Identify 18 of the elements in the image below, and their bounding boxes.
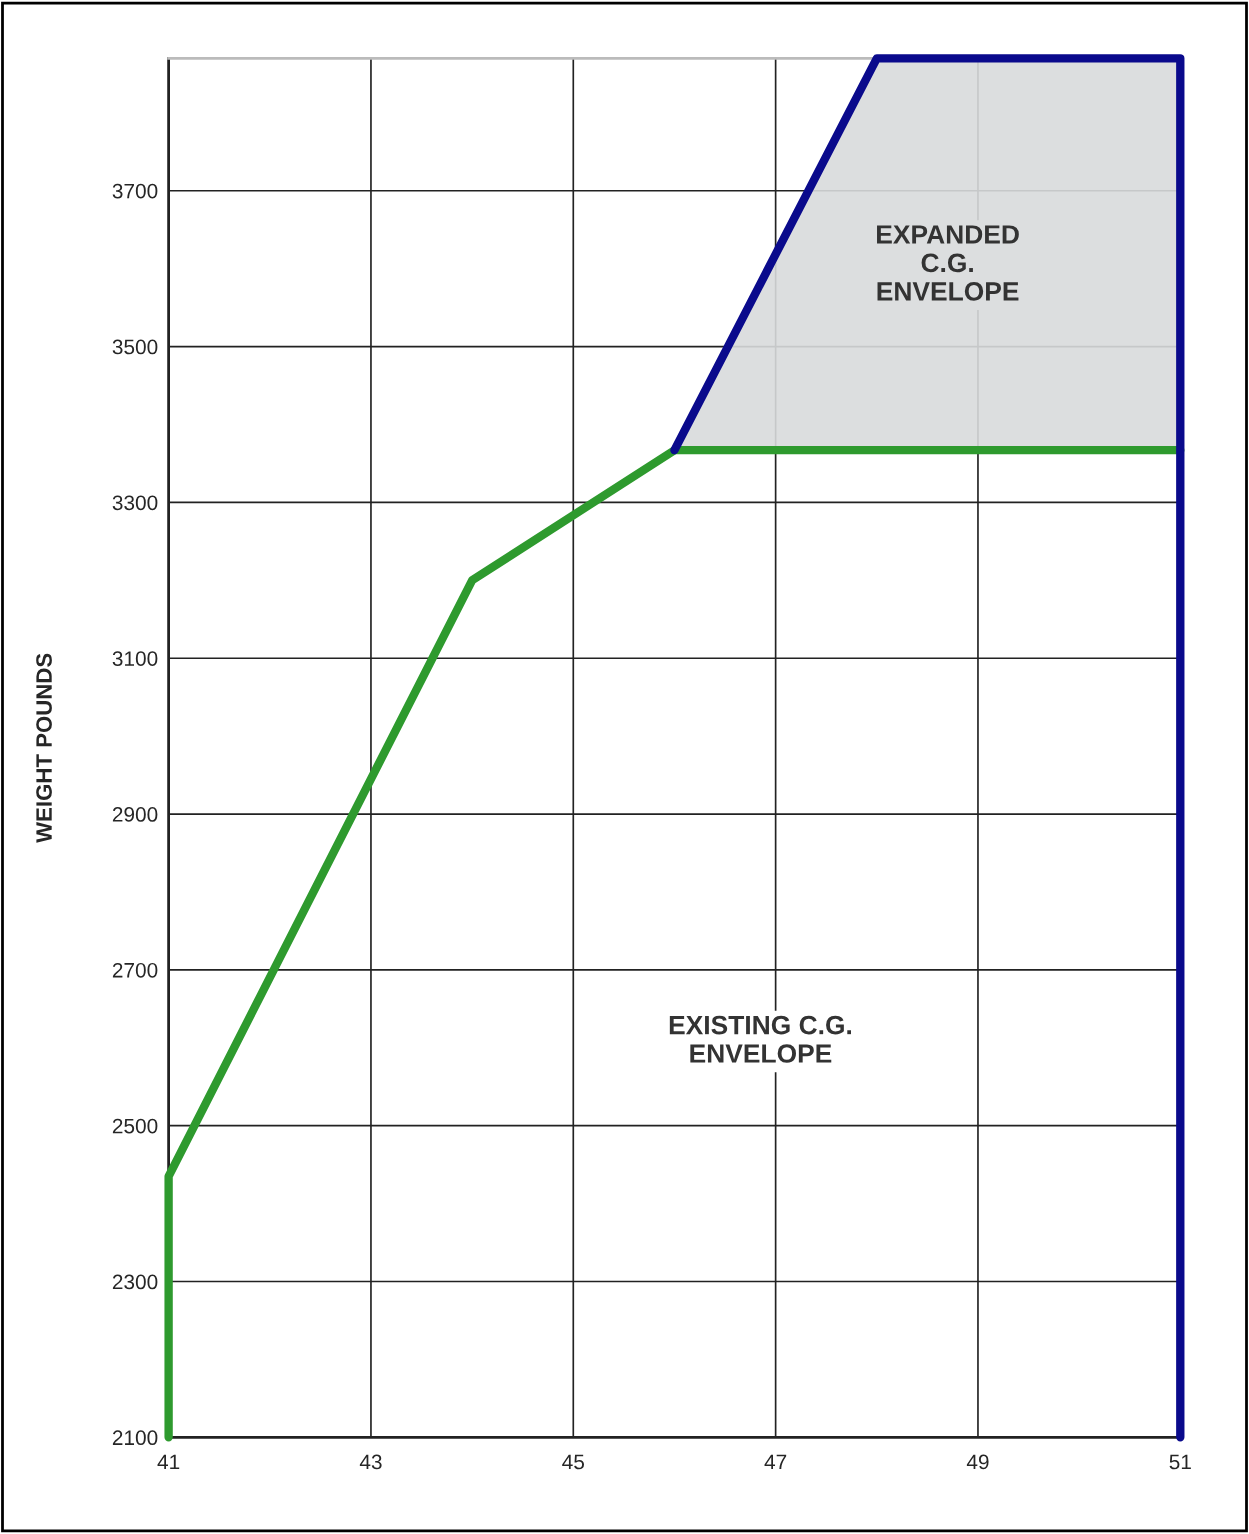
y-tick-label: 2900 bbox=[112, 807, 158, 822]
annotation: EXISTING C.G. ENVELOPE bbox=[669, 1015, 852, 1063]
x-tick-label: 45 bbox=[562, 1454, 585, 1470]
y-tick-label: 2100 bbox=[112, 1430, 158, 1446]
y-tick-label: 3300 bbox=[112, 495, 158, 511]
y-tick-label: 3500 bbox=[112, 339, 158, 355]
x-tick-label: 49 bbox=[966, 1454, 989, 1470]
x-tick-label: 41 bbox=[157, 1454, 180, 1470]
y-axis-title: WEIGHT POUNDS bbox=[36, 653, 52, 843]
annotation: EXPANDED C.G. ENVELOPE bbox=[877, 225, 1019, 301]
x-tick-label: 51 bbox=[1169, 1454, 1191, 1470]
y-tick-label: 2700 bbox=[112, 962, 158, 978]
x-tick-label: 47 bbox=[764, 1454, 787, 1470]
y-tick-label: 3700 bbox=[112, 183, 158, 199]
y-tick-label: 2500 bbox=[112, 1118, 158, 1134]
y-tick-label: 3100 bbox=[112, 651, 158, 666]
y-tick-label: 2300 bbox=[112, 1274, 158, 1290]
x-tick-label: 43 bbox=[359, 1454, 382, 1470]
